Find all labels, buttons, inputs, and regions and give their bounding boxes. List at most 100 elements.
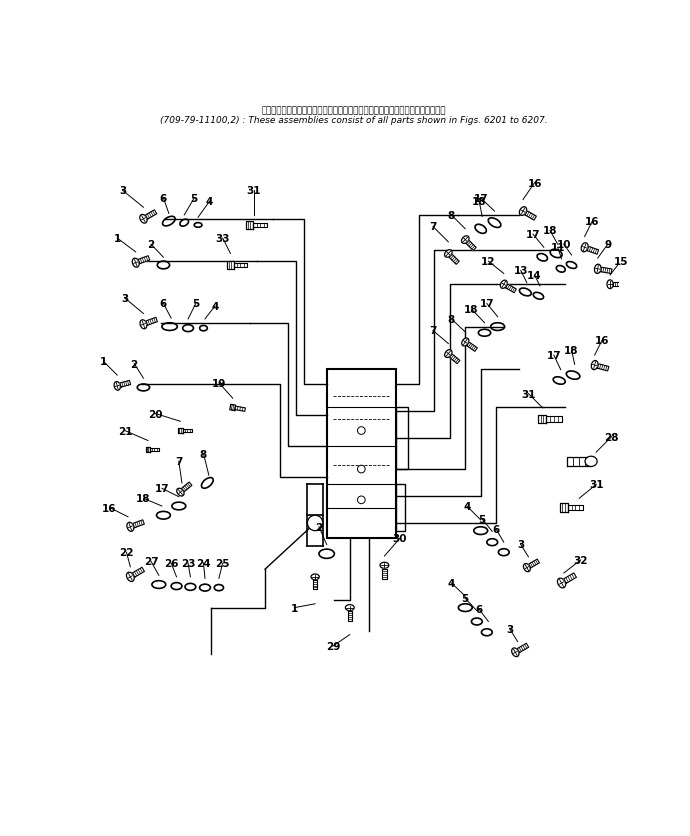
Text: 1: 1: [114, 234, 121, 244]
Text: 16: 16: [595, 335, 609, 345]
Polygon shape: [538, 415, 546, 424]
Polygon shape: [382, 569, 386, 579]
Text: 18: 18: [564, 345, 579, 355]
Polygon shape: [234, 263, 247, 268]
Ellipse shape: [177, 489, 184, 497]
Text: 4: 4: [211, 302, 219, 312]
Ellipse shape: [500, 281, 507, 289]
Text: 1: 1: [290, 603, 298, 613]
Ellipse shape: [127, 522, 134, 532]
Text: 17: 17: [526, 230, 540, 240]
Polygon shape: [568, 505, 583, 511]
Text: 30: 30: [393, 533, 407, 543]
Polygon shape: [601, 268, 612, 274]
Bar: [396, 408, 408, 470]
Text: 16: 16: [585, 217, 600, 227]
Text: 12: 12: [481, 257, 495, 267]
Polygon shape: [230, 405, 236, 411]
Text: 6: 6: [493, 524, 500, 534]
Polygon shape: [178, 429, 183, 434]
Ellipse shape: [607, 281, 613, 289]
Text: 8: 8: [448, 314, 455, 324]
Ellipse shape: [462, 237, 469, 244]
Text: 25: 25: [215, 558, 230, 568]
Text: 31: 31: [589, 480, 604, 490]
Ellipse shape: [132, 259, 139, 268]
Text: 31: 31: [521, 389, 535, 399]
Polygon shape: [146, 318, 157, 326]
Circle shape: [308, 516, 323, 531]
Text: 3: 3: [517, 540, 524, 550]
Text: 15: 15: [613, 257, 628, 267]
Ellipse shape: [444, 350, 452, 358]
Polygon shape: [587, 247, 599, 255]
Polygon shape: [613, 283, 623, 287]
Polygon shape: [120, 381, 130, 388]
Polygon shape: [529, 559, 540, 568]
Ellipse shape: [462, 339, 469, 347]
Text: 17: 17: [473, 194, 488, 204]
Text: 22: 22: [119, 548, 134, 558]
Bar: [326, 370, 396, 538]
Text: 19: 19: [212, 379, 226, 389]
Polygon shape: [560, 504, 568, 512]
Ellipse shape: [140, 215, 147, 224]
Polygon shape: [227, 262, 234, 269]
Ellipse shape: [594, 265, 601, 274]
Text: 32: 32: [573, 555, 588, 565]
Text: 6: 6: [160, 194, 167, 204]
Ellipse shape: [114, 382, 120, 390]
Text: 8: 8: [200, 449, 207, 459]
Text: 2: 2: [315, 522, 323, 533]
Text: 4: 4: [463, 502, 471, 512]
Text: 20: 20: [148, 409, 163, 419]
Text: 3: 3: [506, 624, 513, 635]
Polygon shape: [146, 211, 157, 220]
Ellipse shape: [581, 243, 588, 252]
Circle shape: [357, 497, 365, 504]
Polygon shape: [449, 255, 460, 265]
Text: (709-79-11100,2) : These assemblies consist of all parts shown in Figs. 6201 to : (709-79-11100,2) : These assemblies cons…: [160, 115, 547, 125]
Polygon shape: [546, 417, 562, 422]
Ellipse shape: [520, 207, 526, 217]
Text: 5: 5: [462, 594, 469, 604]
Polygon shape: [253, 223, 267, 228]
Polygon shape: [235, 406, 246, 412]
Ellipse shape: [512, 648, 519, 657]
Ellipse shape: [444, 250, 452, 258]
Text: 24: 24: [196, 558, 210, 568]
Text: 13: 13: [513, 266, 528, 276]
Text: 28: 28: [604, 432, 619, 442]
Text: 18: 18: [464, 304, 479, 314]
Polygon shape: [450, 354, 460, 364]
Ellipse shape: [346, 605, 354, 611]
Text: 3: 3: [121, 293, 128, 303]
Polygon shape: [246, 222, 253, 230]
Polygon shape: [181, 482, 192, 492]
Polygon shape: [518, 644, 529, 653]
Polygon shape: [348, 611, 352, 621]
Text: 5: 5: [190, 194, 198, 204]
Text: 18: 18: [543, 226, 558, 236]
Text: 14: 14: [527, 271, 542, 281]
Polygon shape: [138, 257, 150, 264]
Text: 17: 17: [546, 350, 561, 360]
Ellipse shape: [524, 563, 531, 572]
Text: 2: 2: [148, 240, 155, 250]
Text: 11: 11: [551, 243, 565, 253]
Text: 2: 2: [130, 359, 138, 370]
Text: 17: 17: [480, 299, 494, 309]
Text: 7: 7: [175, 456, 183, 466]
Polygon shape: [467, 343, 477, 352]
Text: 5: 5: [479, 514, 486, 524]
Text: 16: 16: [527, 178, 542, 188]
Ellipse shape: [558, 579, 566, 589]
Ellipse shape: [380, 563, 389, 568]
Text: 16: 16: [102, 503, 117, 513]
Text: 6: 6: [160, 299, 167, 309]
Polygon shape: [598, 364, 609, 371]
Bar: [396, 485, 405, 531]
Polygon shape: [133, 520, 144, 528]
Polygon shape: [132, 568, 144, 578]
Text: 10: 10: [557, 240, 571, 250]
